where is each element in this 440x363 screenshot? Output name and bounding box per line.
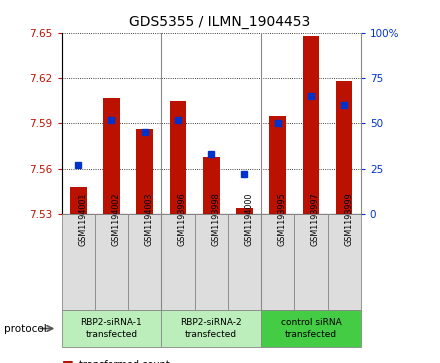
Text: GSM1194002: GSM1194002 (111, 192, 121, 246)
Text: GSM1194003: GSM1194003 (145, 192, 154, 246)
Bar (128, 214, 161, 310)
Bar (103, 98, 120, 214)
Text: GSM1193995: GSM1193995 (278, 192, 287, 246)
Bar (170, 101, 186, 214)
Text: RBP2-siRNA-1
transfected: RBP2-siRNA-1 transfected (81, 318, 143, 339)
Text: ■: ■ (62, 358, 73, 363)
Bar (269, 116, 286, 214)
Bar (194, 214, 228, 310)
Bar (95, 214, 128, 310)
Bar (70, 187, 87, 214)
Bar (161, 214, 194, 310)
Text: GSM1193997: GSM1193997 (311, 192, 320, 246)
Bar (236, 208, 253, 214)
Bar (294, 214, 327, 310)
Text: GSM1193999: GSM1193999 (344, 192, 353, 246)
Bar (228, 214, 261, 310)
Bar (62, 310, 161, 347)
Text: control siRNA
transfected: control siRNA transfected (281, 318, 341, 339)
Bar (161, 310, 261, 347)
Bar (261, 310, 361, 347)
Text: GSM1194001: GSM1194001 (78, 192, 87, 246)
Text: GSM1193998: GSM1193998 (211, 192, 220, 246)
Text: GDS5355 / ILMN_1904453: GDS5355 / ILMN_1904453 (129, 15, 311, 29)
Text: transformed count: transformed count (79, 360, 170, 363)
Text: GSM1193996: GSM1193996 (178, 192, 187, 246)
Bar (303, 36, 319, 214)
Bar (327, 214, 361, 310)
Bar (62, 214, 95, 310)
Text: protocol: protocol (4, 323, 47, 334)
Bar (336, 81, 352, 214)
Text: RBP2-siRNA-2
transfected: RBP2-siRNA-2 transfected (180, 318, 242, 339)
Bar (136, 130, 153, 214)
Text: GSM1194000: GSM1194000 (245, 192, 253, 246)
Bar (261, 214, 294, 310)
Bar (203, 157, 220, 214)
